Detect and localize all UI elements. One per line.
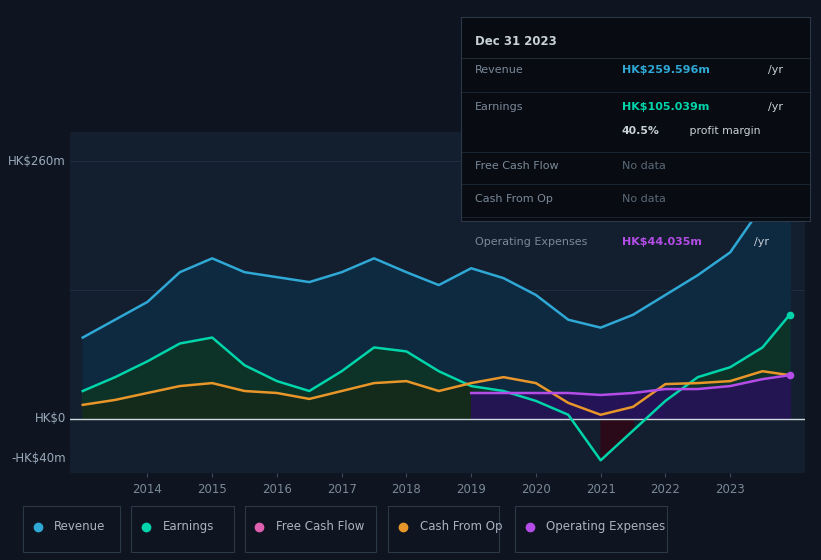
Text: Revenue: Revenue: [54, 520, 106, 533]
Text: No data: No data: [622, 194, 666, 204]
Text: Free Cash Flow: Free Cash Flow: [276, 520, 365, 533]
Text: Cash From Op: Cash From Op: [420, 520, 502, 533]
Text: Operating Expenses: Operating Expenses: [546, 520, 665, 533]
Text: Revenue: Revenue: [475, 65, 524, 75]
Text: Earnings: Earnings: [475, 102, 524, 112]
Text: /yr: /yr: [768, 65, 783, 75]
Text: -HK$40m: -HK$40m: [11, 452, 67, 465]
Text: HK$260m: HK$260m: [8, 155, 67, 168]
Text: 40.5%: 40.5%: [622, 126, 660, 136]
Text: Earnings: Earnings: [163, 520, 214, 533]
Text: Dec 31 2023: Dec 31 2023: [475, 35, 557, 48]
Text: Cash From Op: Cash From Op: [475, 194, 553, 204]
Text: Free Cash Flow: Free Cash Flow: [475, 161, 559, 171]
Text: HK$44.035m: HK$44.035m: [622, 237, 702, 246]
Text: HK$0: HK$0: [34, 412, 67, 425]
Text: Operating Expenses: Operating Expenses: [475, 237, 588, 246]
Text: profit margin: profit margin: [686, 126, 761, 136]
Text: HK$105.039m: HK$105.039m: [622, 102, 709, 112]
Text: /yr: /yr: [754, 237, 769, 246]
Text: /yr: /yr: [768, 102, 783, 112]
Text: No data: No data: [622, 161, 666, 171]
Text: HK$259.596m: HK$259.596m: [622, 65, 710, 75]
